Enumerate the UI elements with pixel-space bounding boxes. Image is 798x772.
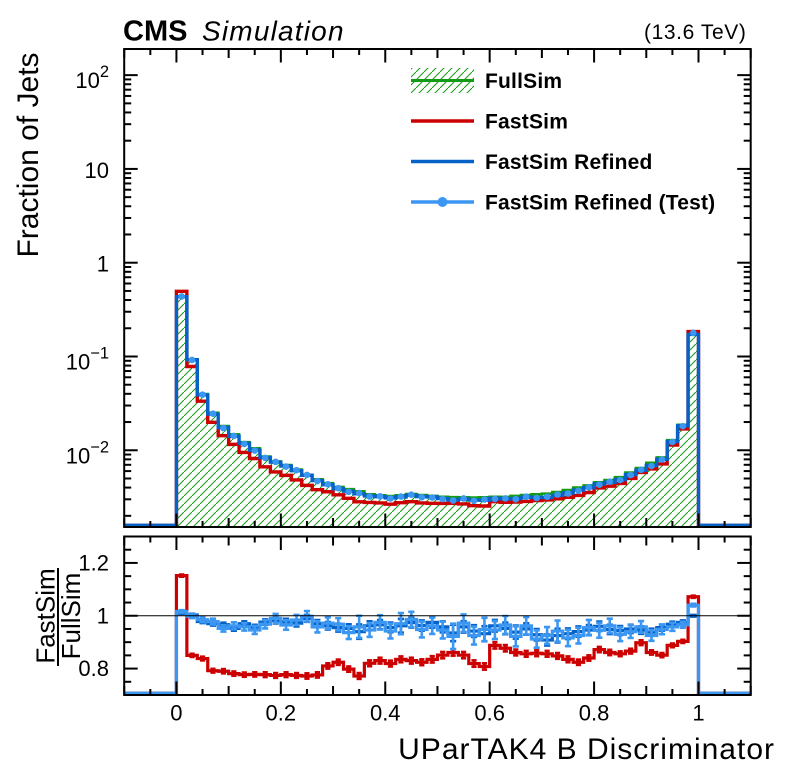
y-tick-label-main: 10−1 [66, 344, 109, 374]
ratio-numerator-label: FastSim [31, 568, 61, 663]
legend: FullSim FastSim FastSim Refined FastSim … [411, 68, 715, 215]
legend-entry-fastsim-refined: FastSim Refined [411, 151, 653, 174]
fastsim-refined-line [124, 294, 751, 527]
ratio-frame [123, 535, 752, 696]
fastsim-refined-test-marker-swatch [437, 197, 448, 207]
ratio-panel [124, 573, 751, 695]
simulation-label: Simulation [202, 16, 345, 47]
y-tick-label-main: 1 [97, 252, 109, 277]
x-axis-title: UParTAK4 B Discriminator [398, 733, 775, 766]
legend-entry-fullsim: FullSim [411, 68, 562, 93]
y-tick-label-main: 10−2 [66, 438, 109, 468]
x-ticks-ratio-top [123, 536, 752, 550]
y-tick-label-main: 102 [75, 63, 109, 93]
y-axis-title: Fraction of Jets [12, 52, 45, 257]
x-tick-label: 0.4 [370, 701, 401, 726]
x-tick-label: 0.6 [474, 701, 505, 726]
legend-entry-fastsim: FastSim [411, 111, 568, 134]
main-panel [124, 289, 751, 527]
y-tick-label-ratio: 1 [97, 603, 109, 628]
main-frame [123, 48, 752, 528]
x-tick-label: 0 [170, 701, 182, 726]
x-tick-label: 1 [692, 701, 704, 726]
x-tick-label: 0.8 [579, 701, 610, 726]
y-tick-label-ratio: 0.8 [78, 656, 109, 681]
tick-labels: 102 10 1 10−1 10−2 0.8 1 1.2 0 0.2 0.4 0.6 0.8 1 [66, 63, 705, 725]
ratio-denominator-label: FullSim [56, 573, 86, 660]
ratio-line-fastsim [124, 574, 751, 695]
y-tick-label-ratio: 1.2 [78, 550, 109, 575]
cms-label: CMS [123, 16, 187, 48]
x-ticks-ratio-bottom [123, 681, 752, 695]
ratio-y-axis-title: FastSim FullSim [31, 568, 86, 666]
y-tick-label-main: 10 [85, 158, 109, 183]
legend-label-fastsim-refined: FastSim Refined [485, 151, 653, 174]
fullsim-fill [124, 297, 751, 527]
axes [123, 48, 752, 696]
y-ticks-main [124, 74, 751, 517]
legend-label-fullsim: FullSim [485, 70, 562, 93]
legend-label-fastsim-refined-test: FastSim Refined (Test) [485, 192, 715, 215]
fastsim-refined-test-markers [178, 293, 697, 505]
x-tick-label: 0.2 [266, 701, 297, 726]
ratio-line-fastsim-refined-test [124, 603, 751, 695]
x-ticks-main-top [123, 49, 752, 63]
legend-entry-fastsim-refined-test: FastSim Refined (Test) [411, 192, 715, 215]
energy-label: (13.6 TeV) [644, 21, 747, 44]
legend-label-fastsim: FastSim [485, 111, 568, 134]
